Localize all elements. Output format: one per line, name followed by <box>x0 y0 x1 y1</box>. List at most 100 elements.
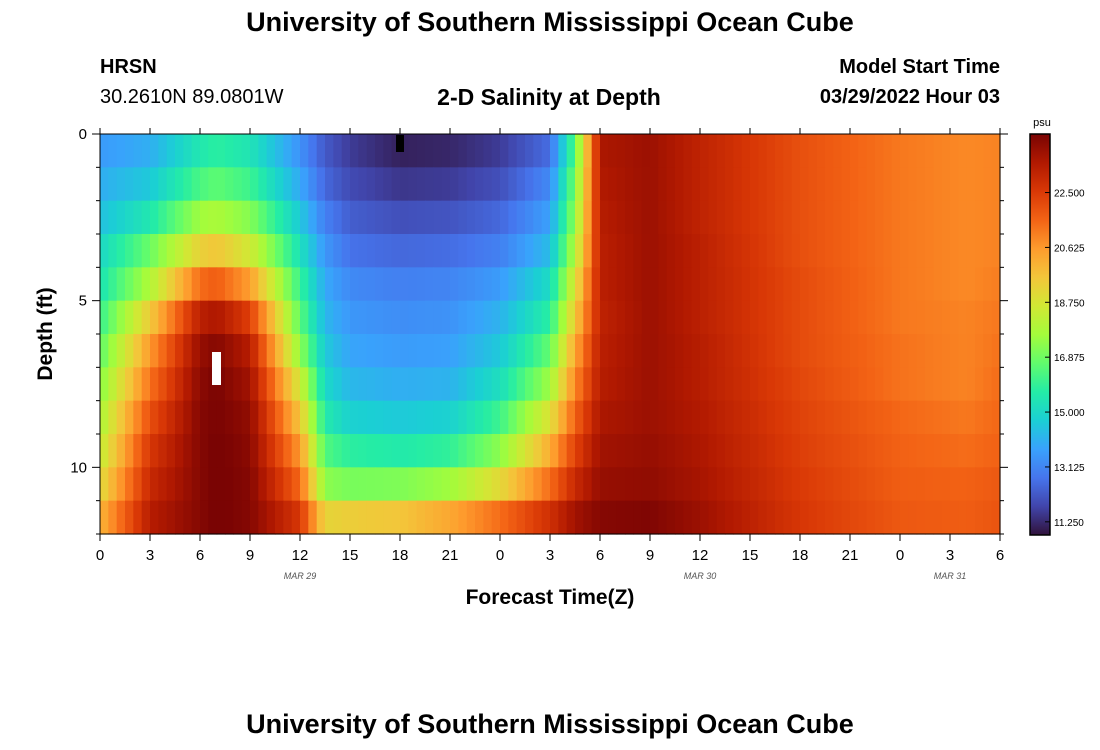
heatmap-cell <box>275 500 284 535</box>
heatmap-cell <box>733 134 743 168</box>
heatmap-cell <box>858 400 868 435</box>
heatmap-cell <box>883 200 893 235</box>
heatmap-cell <box>666 134 676 168</box>
heatmap-cell <box>375 400 384 435</box>
heatmap-cell <box>458 467 468 502</box>
heatmap-cell <box>266 300 276 335</box>
colorbar-tick-label: 20.625 <box>1054 243 1085 254</box>
heatmap-cell <box>700 134 709 168</box>
heatmap-cell <box>750 467 759 502</box>
heatmap-cell <box>341 334 351 368</box>
heatmap-cell <box>333 334 343 368</box>
heatmap-cell <box>783 267 793 302</box>
heatmap-cell <box>550 200 559 235</box>
heatmap-cell <box>225 167 234 202</box>
heatmap-cell <box>633 267 643 302</box>
heatmap-cell <box>716 234 726 268</box>
heatmap-cell <box>583 367 593 402</box>
heatmap-cell <box>941 500 951 535</box>
heatmap-cell <box>841 434 851 468</box>
heatmap-cell <box>391 400 401 435</box>
heatmap-cell <box>966 400 976 435</box>
heatmap-cell <box>291 134 301 168</box>
heatmap-cell <box>450 134 459 168</box>
date-label: MAR 29 <box>284 571 317 581</box>
heatmap-cell <box>758 500 768 535</box>
heatmap-cell <box>941 167 951 202</box>
heatmap-cell <box>666 334 676 368</box>
heatmap-cell <box>941 300 951 335</box>
heatmap-cell <box>958 334 968 368</box>
heatmap-cell <box>375 234 384 268</box>
heatmap-cell <box>750 400 759 435</box>
heatmap-cell <box>266 467 276 502</box>
heatmap-cell <box>858 267 868 302</box>
heatmap-cell <box>908 234 918 268</box>
heatmap-cell <box>650 267 659 302</box>
heatmap-cell <box>850 134 859 168</box>
heatmap-cell <box>341 267 351 302</box>
heatmap-cell <box>141 434 151 468</box>
heatmap-cell <box>225 300 234 335</box>
heatmap-cell <box>491 267 501 302</box>
heatmap-cell <box>441 167 451 202</box>
heatmap-cell <box>275 167 284 202</box>
heatmap-cell <box>158 434 168 468</box>
heatmap-cell <box>608 367 618 402</box>
heatmap-cell <box>683 167 693 202</box>
heatmap-cell <box>858 234 868 268</box>
heatmap-cell <box>358 434 368 468</box>
heatmap-cell <box>591 367 601 402</box>
heatmap-cell <box>875 200 884 235</box>
heatmap-cell <box>716 267 726 302</box>
heatmap-cell <box>350 500 359 535</box>
heatmap-cell <box>825 234 834 268</box>
heatmap-cell <box>866 167 876 202</box>
heatmap-cell <box>733 234 743 268</box>
heatmap-cell <box>283 167 293 202</box>
heatmap-cell <box>466 134 476 168</box>
heatmap-cell <box>250 234 259 268</box>
y-tick-label: 5 <box>79 293 87 310</box>
heatmap-cell <box>116 367 126 402</box>
heatmap-cell <box>541 134 551 168</box>
heatmap-cell <box>925 467 934 502</box>
heatmap-cell <box>533 134 543 168</box>
heatmap-cell <box>200 334 209 368</box>
heatmap-cell <box>433 334 443 368</box>
heatmap-cell <box>941 234 951 268</box>
heatmap-cell <box>483 467 493 502</box>
heatmap-cell <box>433 234 443 268</box>
heatmap-cell <box>675 367 684 402</box>
heatmap-cell <box>966 500 976 535</box>
heatmap-cell <box>150 334 159 368</box>
heatmap-cell <box>575 367 584 402</box>
heatmap-cell <box>425 467 434 502</box>
heatmap-cell <box>925 167 934 202</box>
heatmap-cell <box>941 134 951 168</box>
heatmap-cell <box>991 367 1001 402</box>
heatmap-cell <box>475 167 484 202</box>
heatmap-cell <box>275 400 284 435</box>
heatmap-cell <box>775 367 784 402</box>
x-tick-label: 18 <box>392 547 409 564</box>
heatmap-cell <box>783 167 793 202</box>
heatmap-cell <box>366 300 376 335</box>
heatmap-cell <box>875 267 884 302</box>
heatmap-cell <box>141 167 151 202</box>
heatmap-cell <box>966 200 976 235</box>
heatmap-cell <box>116 134 126 168</box>
heatmap-cell <box>925 367 934 402</box>
heatmap-cell <box>366 334 376 368</box>
heatmap-cell <box>933 467 943 502</box>
heatmap-cell <box>658 334 668 368</box>
heatmap-cell <box>366 467 376 502</box>
heatmap-cell <box>566 400 576 435</box>
heatmap-cell <box>141 467 151 502</box>
heatmap-cell <box>283 400 293 435</box>
heatmap-cell <box>208 167 218 202</box>
heatmap-cell <box>416 400 426 435</box>
y-axis-label: Depth (ft) <box>34 287 57 380</box>
heatmap-cell <box>633 200 643 235</box>
heatmap-cell <box>658 167 668 202</box>
